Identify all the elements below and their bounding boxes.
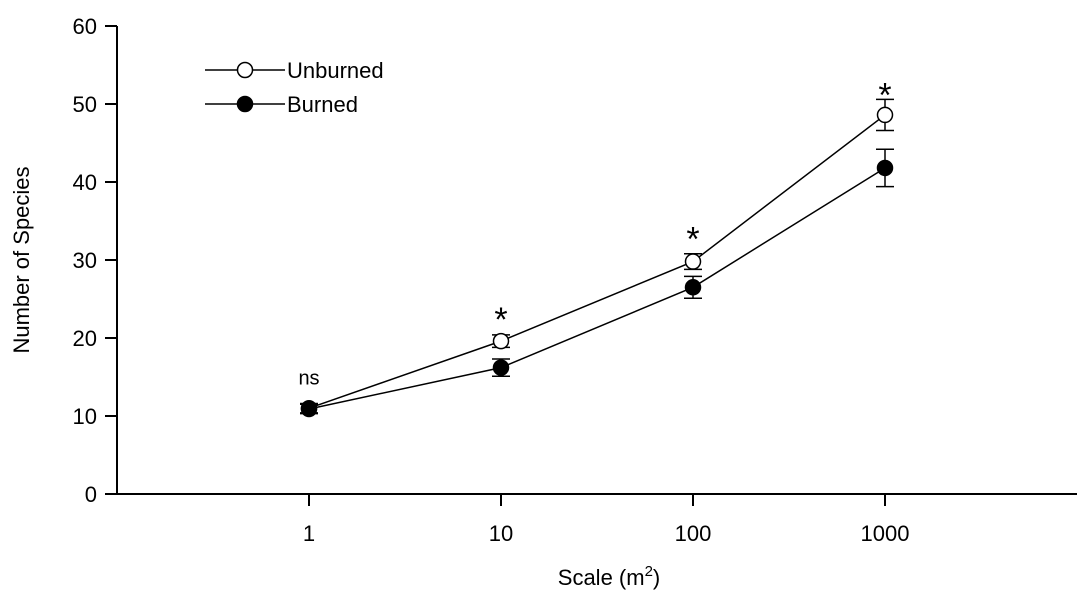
y-tick-label: 60 [73, 14, 97, 39]
legend-unburned-label: Unburned [287, 58, 384, 83]
data-point-unburned [684, 253, 702, 270]
y-tick-label: 30 [73, 248, 97, 273]
significance-star: * [494, 301, 507, 339]
data-point-unburned [492, 332, 510, 350]
series [300, 98, 894, 418]
legend-burned-label: Burned [287, 92, 358, 117]
axes [116, 26, 1077, 495]
data-point-burned [300, 400, 318, 418]
data-point-burned [492, 359, 510, 376]
x-axis-title: Scale (m2) [558, 563, 660, 590]
significance-star: * [686, 221, 699, 259]
series-line-burned [308, 167, 886, 410]
x-axis-title-end: ) [653, 565, 660, 590]
data-point-burned [876, 159, 894, 177]
x-tick-label: 10 [489, 521, 513, 546]
x-axis-title-main: Scale (m [558, 565, 645, 590]
legend-unburned-marker [236, 61, 254, 79]
legend: Unburned Burned [205, 58, 384, 117]
x-tick-label: 1000 [861, 521, 910, 546]
x-axis-title-superscript: 2 [645, 563, 653, 580]
data-point-burned [684, 279, 702, 296]
significance-ns: ns [298, 368, 319, 390]
x-tick-label: 100 [675, 521, 712, 546]
y-tick-label: 0 [85, 482, 97, 507]
y-tick-label: 20 [73, 326, 97, 351]
y-tick-label: 40 [73, 170, 97, 195]
ticks: 0 10 20 30 40 50 60 1 10 100 1000 [73, 14, 910, 546]
y-tick-label: 10 [73, 404, 97, 429]
significance-star: * [878, 76, 891, 114]
data-point-unburned [876, 106, 894, 124]
annotations: ns * * * [298, 76, 891, 389]
y-tick-label: 50 [73, 92, 97, 117]
legend-burned-marker [236, 95, 254, 113]
series-line-unburned [308, 114, 886, 409]
x-tick-label: 1 [303, 521, 315, 546]
y-axis-title: Number of Species [9, 166, 34, 353]
